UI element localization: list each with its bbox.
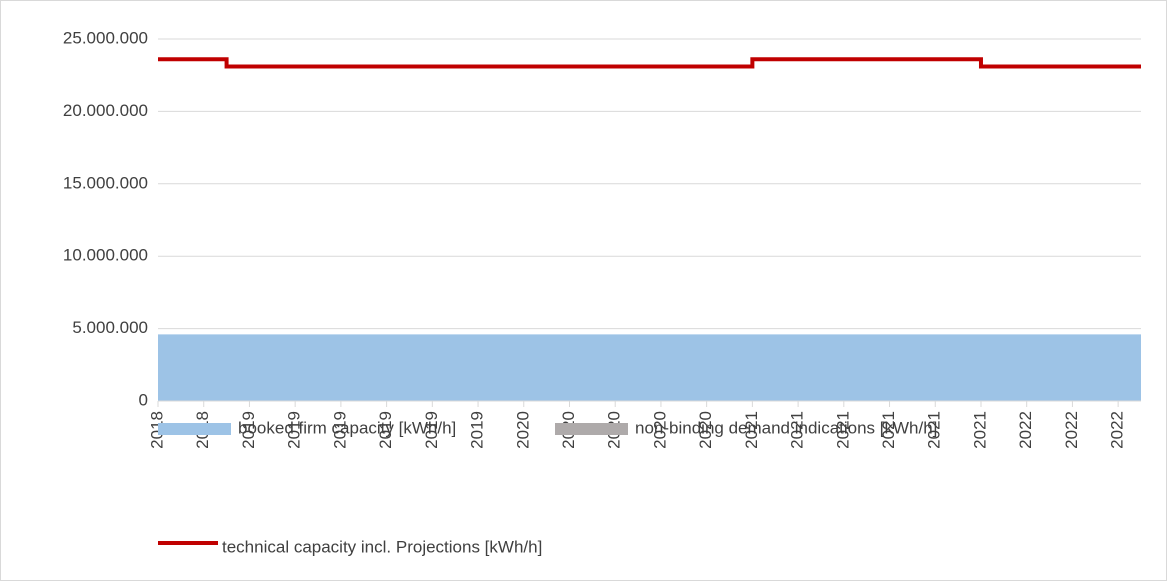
legend-label: non-binding demand indications [kWh/h] (635, 418, 937, 437)
x-tick-label: 2019 (422, 411, 441, 449)
x-tick-label: 2020 (513, 411, 532, 449)
x-tick-label: 2019 (376, 411, 395, 449)
x-tick-label: 2022 (1108, 411, 1127, 449)
x-tick-label: 2021 (879, 411, 898, 449)
x-tick-label: 2018 (147, 411, 166, 449)
area (158, 334, 1141, 401)
x-tick-label: 2020 (650, 411, 669, 449)
x-tick-label: 2019 (239, 411, 258, 449)
legend-swatch (158, 423, 231, 435)
y-tick-label: 25.000.000 (63, 28, 148, 47)
x-tick-label: 2022 (1016, 411, 1035, 449)
x-tick-label: 2021 (925, 411, 944, 449)
x-tick-label: 2019 (285, 411, 304, 449)
y-tick-label: 10.000.000 (63, 246, 148, 265)
legend-label: technical capacity incl. Projections [kW… (222, 537, 542, 556)
x-tick-label: 2019 (330, 411, 349, 449)
y-tick-label: 0 (139, 390, 148, 409)
line (158, 57, 1141, 69)
y-tick-label: 5.000.000 (72, 318, 148, 337)
x-tick-label: 2021 (970, 411, 989, 449)
legend-label: booked firm capacity [kWh/h] (238, 418, 456, 437)
x-tick-label: 2021 (833, 411, 852, 449)
x-tick-label: 2021 (788, 411, 807, 449)
x-tick-label: 2020 (696, 411, 715, 449)
y-tick-label: 15.000.000 (63, 173, 148, 192)
x-tick-label: 2019 (468, 411, 487, 449)
legend-swatch (555, 423, 628, 435)
y-tick-label: 20.000.000 (63, 101, 148, 120)
x-tick-label: 2021 (742, 411, 761, 449)
x-tick-label: 2022 (1062, 411, 1081, 449)
